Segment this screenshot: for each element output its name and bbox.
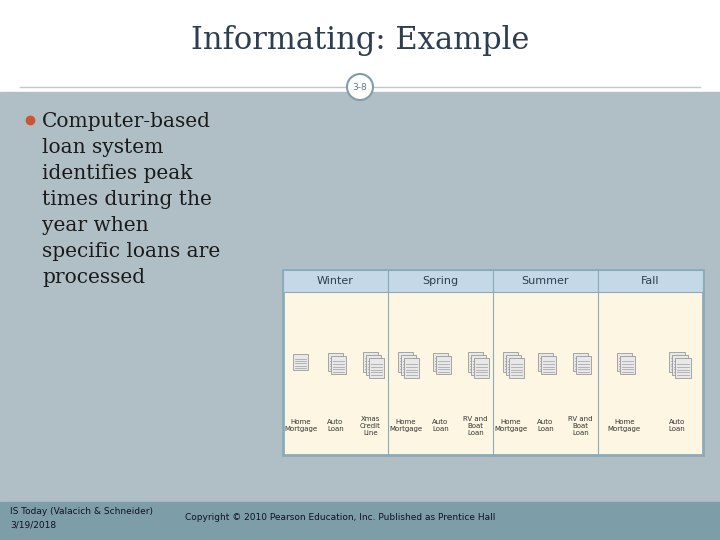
Bar	[0, 502, 720, 540]
Text: Copyright © 2010 Pearson Education, Inc. Published as Prentice Hall: Copyright © 2010 Pearson Education, Inc.…	[185, 514, 495, 523]
Text: loan system: loan system	[42, 138, 163, 157]
Bar	[328, 353, 343, 371]
Text: Auto
Loan: Auto Loan	[432, 419, 449, 432]
Bar	[283, 270, 703, 455]
Bar	[669, 353, 685, 372]
Text: 3/19/2018: 3/19/2018	[10, 521, 56, 530]
Bar	[538, 353, 553, 371]
Text: identifies peak: identifies peak	[42, 164, 192, 183]
Text: RV and
Boat
Loan: RV and Boat Loan	[568, 416, 593, 436]
Bar	[0, 0, 720, 92]
Text: year when: year when	[42, 216, 148, 235]
Bar	[541, 356, 556, 374]
Text: Fall: Fall	[642, 276, 660, 286]
Bar	[617, 353, 631, 371]
Bar	[576, 356, 591, 374]
Text: Informating: Example: Informating: Example	[191, 24, 529, 56]
Bar	[474, 359, 490, 378]
Bar	[331, 356, 346, 374]
Bar	[505, 355, 521, 375]
Text: Computer-based: Computer-based	[42, 112, 211, 131]
Bar	[598, 270, 703, 292]
Bar	[404, 359, 419, 378]
Bar	[503, 353, 518, 372]
Text: Home
Mortgage: Home Mortgage	[284, 419, 317, 432]
Bar	[0, 92, 720, 502]
Text: Spring: Spring	[423, 276, 459, 286]
Text: specific loans are: specific loans are	[42, 242, 220, 261]
Text: RV and
Boat
Loan: RV and Boat Loan	[463, 416, 487, 436]
Bar	[363, 353, 378, 372]
Bar	[509, 359, 524, 378]
Bar	[397, 353, 413, 372]
Text: processed: processed	[42, 268, 145, 287]
Bar	[573, 353, 588, 371]
Bar	[293, 354, 307, 370]
Bar	[433, 353, 448, 371]
Text: times during the: times during the	[42, 190, 212, 209]
Bar	[675, 359, 690, 378]
Text: Winter: Winter	[317, 276, 354, 286]
Text: Xmas
Credit
Line: Xmas Credit Line	[360, 416, 381, 436]
Text: Home
Mortgage: Home Mortgage	[389, 419, 422, 432]
Text: Auto
Loan: Auto Loan	[537, 419, 554, 432]
Bar	[493, 270, 598, 292]
Bar	[401, 355, 416, 375]
Bar	[366, 355, 382, 375]
Bar	[620, 356, 635, 374]
Bar	[388, 270, 493, 292]
Text: Auto
Loan: Auto Loan	[327, 419, 344, 432]
Bar	[283, 270, 388, 292]
Bar	[471, 355, 486, 375]
Text: Home
Mortgage: Home Mortgage	[608, 419, 641, 432]
Text: 3-8: 3-8	[353, 83, 367, 91]
Bar	[436, 356, 451, 374]
Text: Auto
Loan: Auto Loan	[668, 419, 685, 432]
Text: Summer: Summer	[522, 276, 570, 286]
Bar	[369, 359, 384, 378]
Bar	[468, 353, 483, 372]
Text: IS Today (Valacich & Schneider): IS Today (Valacich & Schneider)	[10, 508, 153, 516]
Text: Home
Mortgage: Home Mortgage	[494, 419, 527, 432]
Bar	[672, 355, 688, 375]
Circle shape	[347, 74, 373, 100]
